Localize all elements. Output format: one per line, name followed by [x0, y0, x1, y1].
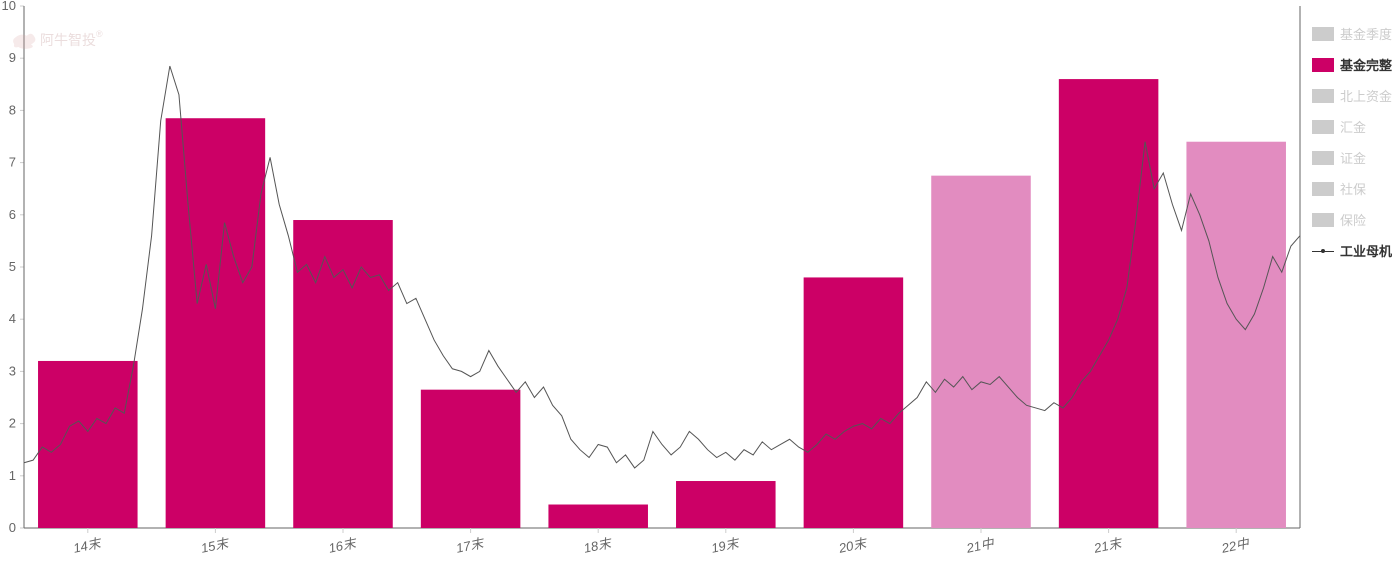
- svg-text:5: 5: [9, 259, 16, 274]
- bar[interactable]: [676, 481, 776, 528]
- legend-swatch-icon: [1312, 182, 1334, 196]
- bar[interactable]: [166, 118, 266, 528]
- legend-item-line[interactable]: 工业母机: [1312, 241, 1392, 260]
- legend-item-north[interactable]: 北上资金: [1312, 86, 1392, 105]
- svg-text:14末: 14末: [72, 535, 104, 556]
- legend-swatch-icon: [1312, 27, 1334, 41]
- legend-swatch-icon: [1312, 89, 1334, 103]
- svg-text:3: 3: [9, 363, 16, 378]
- legend-swatch-icon: [1312, 120, 1334, 134]
- legend-swatch-icon: [1312, 58, 1334, 72]
- legend-label: 基金完整: [1340, 55, 1392, 74]
- combo-chart: 0 1 2 3 4 5 6 7 8 9 10 14末 15末 16末 17末 18末 19末 20末 21中 21末 2…: [0, 0, 1398, 569]
- svg-text:18末: 18末: [582, 535, 614, 556]
- svg-text:1: 1: [9, 468, 16, 483]
- svg-text:16末: 16末: [327, 535, 359, 556]
- svg-text:6: 6: [9, 207, 16, 222]
- legend: 基金季度基金完整北上资金汇金证金社保保险工业母机: [1312, 24, 1392, 272]
- legend-line-icon: [1312, 244, 1334, 258]
- legend-label: 证金: [1340, 148, 1366, 167]
- legend-label: 北上资金: [1340, 86, 1392, 105]
- svg-text:20末: 20末: [836, 535, 869, 556]
- svg-text:21中: 21中: [964, 535, 996, 556]
- svg-text:21末: 21末: [1092, 535, 1125, 556]
- svg-text:8: 8: [9, 102, 16, 117]
- bar[interactable]: [548, 505, 648, 528]
- svg-text:17末: 17末: [455, 535, 487, 556]
- legend-label: 保险: [1340, 210, 1366, 229]
- bar[interactable]: [1186, 142, 1286, 528]
- legend-swatch-icon: [1312, 213, 1334, 227]
- bar[interactable]: [38, 361, 138, 528]
- legend-item-shebao[interactable]: 社保: [1312, 179, 1392, 198]
- legend-item-fund_full[interactable]: 基金完整: [1312, 55, 1392, 74]
- bar[interactable]: [1059, 79, 1159, 528]
- legend-label: 工业母机: [1340, 241, 1392, 260]
- svg-text:15末: 15末: [199, 535, 231, 556]
- svg-text:0: 0: [9, 520, 16, 535]
- legend-swatch-icon: [1312, 151, 1334, 165]
- svg-text:10: 10: [2, 0, 16, 13]
- bar[interactable]: [421, 390, 521, 528]
- bar[interactable]: [804, 277, 904, 528]
- legend-label: 基金季度: [1340, 24, 1392, 43]
- legend-item-baoxian[interactable]: 保险: [1312, 210, 1392, 229]
- svg-text:9: 9: [9, 50, 16, 65]
- svg-text:22中: 22中: [1219, 535, 1251, 556]
- legend-item-fund_q[interactable]: 基金季度: [1312, 24, 1392, 43]
- legend-label: 汇金: [1340, 117, 1366, 136]
- legend-item-zhengjin[interactable]: 证金: [1312, 148, 1392, 167]
- legend-label: 社保: [1340, 179, 1366, 198]
- bar[interactable]: [931, 176, 1031, 528]
- svg-text:19末: 19末: [710, 535, 742, 556]
- bar[interactable]: [293, 220, 393, 528]
- svg-text:2: 2: [9, 416, 16, 431]
- legend-item-huijin[interactable]: 汇金: [1312, 117, 1392, 136]
- svg-text:7: 7: [9, 155, 16, 170]
- svg-text:4: 4: [9, 311, 16, 326]
